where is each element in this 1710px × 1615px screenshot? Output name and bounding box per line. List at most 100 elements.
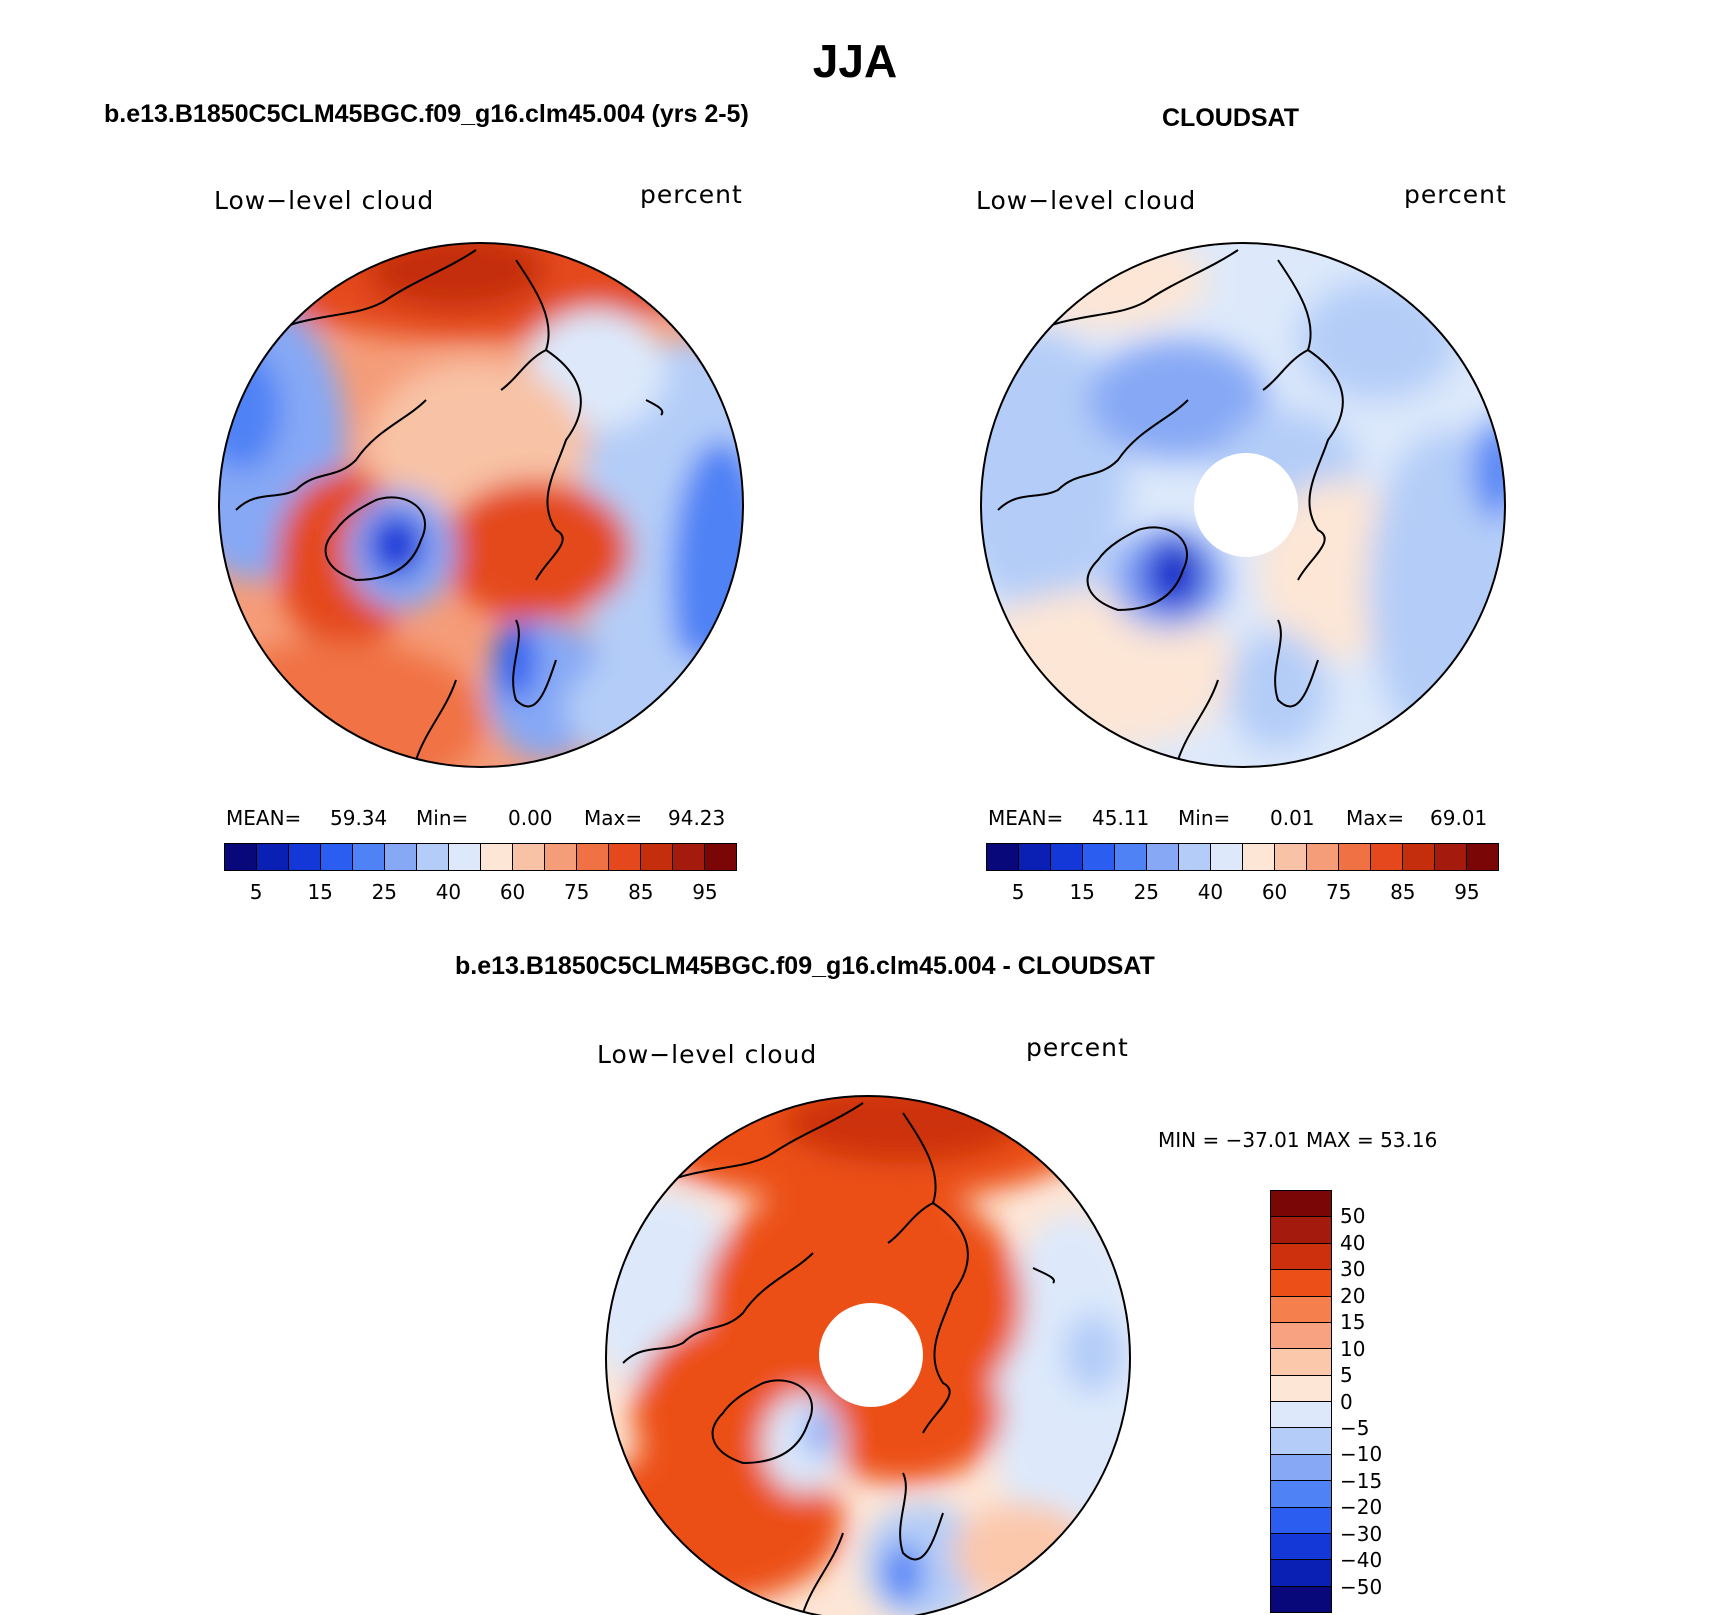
colorbar-tick-label: −10 <box>1340 1442 1383 1467</box>
colorbar-cell <box>1371 844 1403 870</box>
colorbar-cell <box>1051 844 1083 870</box>
model-max-value: 94.23 <box>668 806 726 830</box>
model-polar-map <box>218 242 744 768</box>
colorbar-cell <box>353 844 385 870</box>
model-colorbar <box>224 843 737 871</box>
colorbar-cell <box>1271 1428 1331 1455</box>
colorbar-tick-label: 40 <box>1197 880 1224 904</box>
colorbar-tick-label: 30 <box>1340 1257 1366 1282</box>
colorbar-tick-label: −20 <box>1340 1495 1383 1520</box>
colorbar-tick-label: 85 <box>628 880 654 904</box>
colorbar-cell <box>577 844 609 870</box>
colorbar-tick-label: 60 <box>1261 880 1288 904</box>
colorbar-tick-label: 50 <box>1340 1204 1366 1229</box>
colorbar-cell <box>289 844 321 870</box>
colorbar-cell <box>545 844 577 870</box>
diff-panel-title: b.e13.B1850C5CLM45BGC.f09_g16.clm45.004 … <box>455 952 1155 980</box>
colorbar-cell <box>1019 844 1051 870</box>
colorbar-cell <box>1435 844 1467 870</box>
diff-variable-label: Low−level cloud <box>597 1040 818 1069</box>
colorbar-cell <box>1271 1481 1331 1508</box>
obs-colorbar <box>986 843 1499 871</box>
colorbar-tick-label: −30 <box>1340 1521 1383 1546</box>
model-min-value: 0.00 <box>508 806 553 830</box>
colorbar-tick-label: 85 <box>1390 880 1416 904</box>
colorbar-cell <box>1271 1533 1331 1561</box>
colorbar-cell <box>705 844 736 870</box>
colorbar-tick-label: 40 <box>1340 1230 1366 1255</box>
colorbar-cell <box>1339 844 1371 870</box>
colorbar-cell <box>1271 1349 1331 1376</box>
colorbar-tick-label: 75 <box>563 880 590 904</box>
colorbar-cell <box>1115 844 1147 870</box>
colorbar-cell <box>513 844 545 870</box>
colorbar-cell <box>1271 1454 1331 1482</box>
colorbar-cell <box>449 844 481 870</box>
colorbar-tick-label: 5 <box>1011 880 1025 904</box>
colorbar-cell <box>481 844 513 870</box>
colorbar-cell <box>1179 844 1211 870</box>
colorbar-tick-label: 95 <box>1454 880 1480 904</box>
colorbar-tick-label: 15 <box>1340 1310 1366 1335</box>
colorbar-tick-label: −5 <box>1340 1415 1370 1440</box>
diff-polar-map <box>605 1095 1131 1615</box>
colorbar-cell <box>987 844 1019 870</box>
colorbar-cell <box>1271 1191 1331 1218</box>
colorbar-cell <box>1271 1375 1331 1402</box>
model-mean-label: MEAN= <box>226 806 302 830</box>
colorbar-tick-label: 60 <box>499 880 526 904</box>
colorbar-cell <box>641 844 673 870</box>
colorbar-tick-label: −50 <box>1340 1574 1383 1599</box>
model-mean-value: 59.34 <box>330 806 388 830</box>
colorbar-tick-label: 25 <box>371 880 398 904</box>
colorbar-cell <box>673 844 705 870</box>
model-min-label: Min= <box>416 806 469 830</box>
colorbar-cell <box>1083 844 1115 870</box>
diff-units-label: percent <box>1026 1033 1129 1062</box>
diff-colorbar-ticks: 50 40 30 20 15 10 5 0 −5 −10 −15 −20 −30 −40 −50 <box>1340 1190 1430 1613</box>
colorbar-tick-label: 15 <box>307 880 333 904</box>
colorbar-tick-label: 10 <box>1340 1336 1366 1361</box>
colorbar-cell <box>1271 1270 1331 1297</box>
diff-minmax-label: MIN = −37.01 MAX = 53.16 <box>1158 1128 1438 1152</box>
colorbar-cell <box>1271 1322 1331 1350</box>
colorbar-tick-label: −40 <box>1340 1548 1383 1573</box>
obs-variable-label: Low−level cloud <box>976 186 1197 215</box>
colorbar-cell <box>321 844 353 870</box>
colorbar-cell <box>1307 844 1339 870</box>
model-panel-title: b.e13.B1850C5CLM45BGC.f09_g16.clm45.004 … <box>104 100 749 128</box>
colorbar-tick-label: 25 <box>1133 880 1160 904</box>
obs-mean-value: 45.11 <box>1092 806 1150 830</box>
model-variable-label: Low−level cloud <box>214 186 435 215</box>
colorbar-cell <box>1271 1560 1331 1587</box>
colorbar-cell <box>1271 1296 1331 1323</box>
colorbar-cell <box>1211 844 1243 870</box>
obs-units-label: percent <box>1404 180 1507 209</box>
colorbar-cell <box>385 844 417 870</box>
colorbar-cell <box>1271 1586 1331 1612</box>
colorbar-tick-label: −15 <box>1340 1468 1383 1493</box>
obs-min-label: Min= <box>1178 806 1231 830</box>
colorbar-tick-label: 95 <box>692 880 718 904</box>
colorbar-cell <box>225 844 257 870</box>
figure-title: JJA <box>812 35 898 87</box>
diff-colorbar <box>1270 1190 1332 1613</box>
model-max-label: Max= <box>584 806 643 830</box>
colorbar-cell <box>1271 1243 1331 1271</box>
colorbar-cell <box>609 844 641 870</box>
colorbar-cell <box>417 844 449 870</box>
obs-min-value: 0.01 <box>1270 806 1315 830</box>
colorbar-tick-label: 5 <box>1340 1363 1353 1388</box>
colorbar-cell <box>1271 1507 1331 1534</box>
colorbar-tick-label: 5 <box>249 880 263 904</box>
colorbar-tick-label: 0 <box>1340 1389 1353 1414</box>
model-colorbar-ticks: 5 15 25 40 60 75 85 95 <box>224 880 737 906</box>
colorbar-cell <box>1271 1217 1331 1244</box>
colorbar-tick-label: 20 <box>1340 1283 1366 1308</box>
model-units-label: percent <box>640 180 743 209</box>
colorbar-cell <box>1403 844 1435 870</box>
obs-polar-map <box>980 242 1506 768</box>
colorbar-cell <box>1147 844 1179 870</box>
colorbar-cell <box>1271 1402 1331 1429</box>
obs-panel-title: CLOUDSAT <box>1162 104 1300 132</box>
